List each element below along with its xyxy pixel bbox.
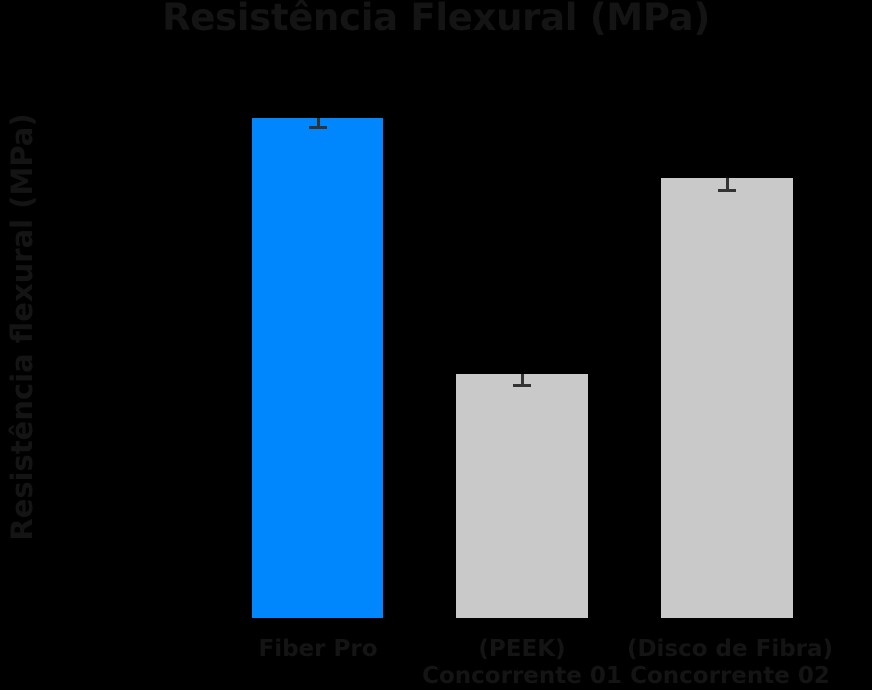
error-bar-stem: [521, 374, 524, 387]
bar-concorrente-01: [456, 374, 588, 618]
bar-concorrente-02: [661, 178, 793, 618]
x-tick-line2: Concorrente 01: [422, 663, 622, 689]
error-bar-stem: [726, 178, 729, 192]
x-tick-label-concorrente-02: (Disco de Fibra) Concorrente 02: [615, 636, 845, 690]
x-tick-line1: (PEEK): [478, 636, 566, 662]
error-bar-cap: [513, 384, 531, 387]
x-tick-line2: Concorrente 02: [630, 663, 830, 689]
x-tick-label-concorrente-01: (PEEK) Concorrente 01: [422, 636, 622, 690]
error-bar-stem: [317, 118, 320, 129]
bar-fiber-pro: [252, 118, 383, 618]
error-bar-cap: [718, 189, 736, 192]
x-tick-label-fiber-pro: Fiber Pro: [218, 636, 418, 663]
x-tick-line1: Fiber Pro: [258, 636, 378, 662]
x-tick-line1: (Disco de Fibra): [626, 636, 834, 662]
error-bar-cap: [309, 126, 327, 129]
chart-title: Resistência Flexural (MPa): [162, 0, 710, 39]
